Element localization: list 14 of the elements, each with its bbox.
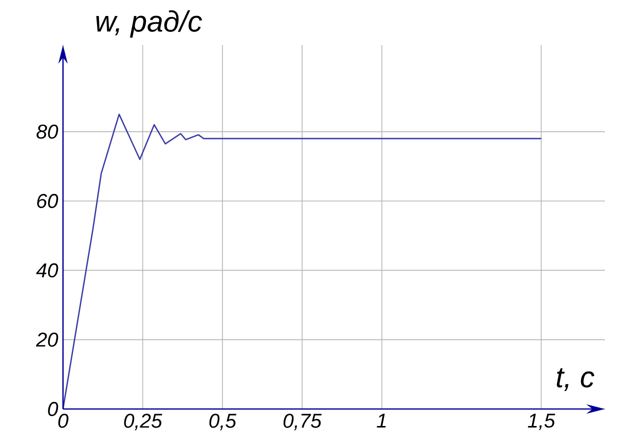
y-axis-title: w, рад/с [96,10,202,38]
x-tick-label: 0,25 [124,414,162,430]
x-tick-label: 1,5 [528,414,556,430]
x-tick-label: 0,75 [284,414,322,430]
line-series [62,114,542,410]
y-tick-label: 20 [36,332,58,347]
y-tick-label: 80 [36,124,58,139]
x-tick-label: 1 [376,414,386,428]
x-tick-label: 0,5 [209,414,236,430]
y-tick-label: 0 [48,402,58,416]
y-tick-label: 60 [37,194,58,208]
y-tick-label: 40 [36,263,58,278]
x-axis-title: t, с [556,368,594,391]
x-tick-label: 0 [58,414,68,428]
